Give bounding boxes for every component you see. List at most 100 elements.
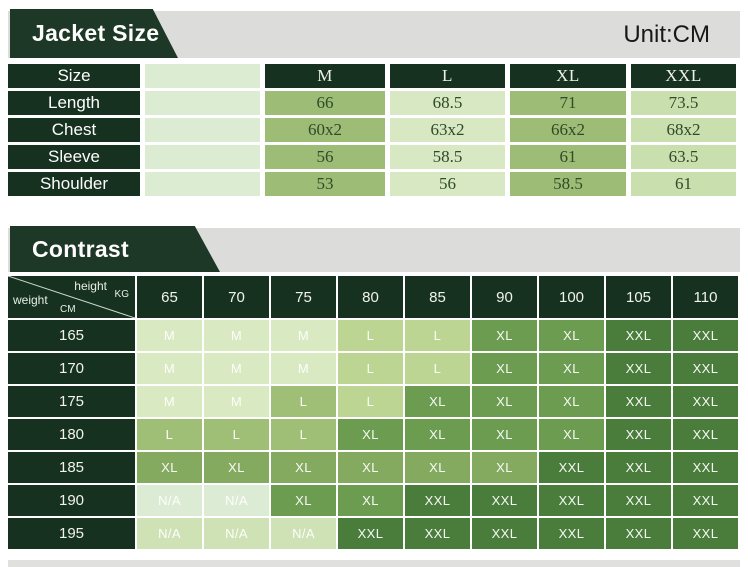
- size-value-cell: 53: [265, 172, 385, 196]
- size-value-cell: 63x2: [390, 118, 505, 142]
- matrix-cell: XL: [472, 353, 537, 384]
- size-value-cell: 56: [390, 172, 505, 196]
- matrix-cell: XL: [405, 419, 470, 450]
- matrix-cell: XL: [338, 485, 403, 516]
- height-row-label: 165: [8, 320, 135, 351]
- matrix-cell: XXL: [673, 518, 738, 549]
- bottom-strip: [8, 560, 740, 567]
- matrix-cell: XXL: [606, 452, 671, 483]
- height-row-label: 175: [8, 386, 135, 417]
- size-value-cell: 60x2: [265, 118, 385, 142]
- matrix-cell: XXL: [472, 485, 537, 516]
- weight-header-cell: 65: [137, 276, 202, 318]
- matrix-cell: N/A: [137, 485, 202, 516]
- size-empty-cell: [145, 91, 260, 115]
- matrix-cell: XXL: [606, 518, 671, 549]
- matrix-cell: XL: [472, 452, 537, 483]
- matrix-cell: XXL: [405, 485, 470, 516]
- matrix-cell: N/A: [204, 485, 269, 516]
- size-col-header-m: M: [265, 64, 385, 88]
- matrix-cell: XL: [137, 452, 202, 483]
- matrix-cell: M: [271, 320, 336, 351]
- matrix-cell: XXL: [338, 518, 403, 549]
- matrix-cell: XXL: [539, 518, 604, 549]
- matrix-cell: XXL: [606, 485, 671, 516]
- matrix-cell: M: [271, 353, 336, 384]
- size-value-cell: 66: [265, 91, 385, 115]
- weight-header-cell: 85: [405, 276, 470, 318]
- matrix-cell: XL: [405, 452, 470, 483]
- matrix-cell: XL: [405, 386, 470, 417]
- matrix-cell: L: [405, 320, 470, 351]
- matrix-cell: L: [338, 320, 403, 351]
- weight-unit-label: CM: [60, 304, 76, 315]
- height-axis-label: height: [74, 279, 107, 293]
- size-value-cell: 68x2: [631, 118, 736, 142]
- height-row-label: 185: [8, 452, 135, 483]
- matrix-cell: XXL: [539, 485, 604, 516]
- matrix-cell: XL: [338, 452, 403, 483]
- matrix-cell: L: [271, 419, 336, 450]
- matrix-cell: M: [204, 353, 269, 384]
- matrix-cell: XXL: [472, 518, 537, 549]
- size-value-cell: 66x2: [510, 118, 626, 142]
- matrix-cell: N/A: [204, 518, 269, 549]
- size-row-label: Shoulder: [8, 172, 140, 196]
- size-value-cell: 58.5: [510, 172, 626, 196]
- matrix-cell: XL: [338, 419, 403, 450]
- size-value-cell: 73.5: [631, 91, 736, 115]
- matrix-cell: M: [204, 386, 269, 417]
- matrix-cell: XXL: [539, 452, 604, 483]
- size-value-cell: 56: [265, 145, 385, 169]
- matrix-cell: XL: [472, 320, 537, 351]
- size-table: Size M L XL XXL Length 66 68.5 71 73.5 Chest 60x2 63…: [8, 64, 736, 196]
- matrix-cell: XXL: [673, 353, 738, 384]
- size-value-cell: 61: [510, 145, 626, 169]
- size-row-label: Length: [8, 91, 140, 115]
- size-col-header-xl: XL: [510, 64, 626, 88]
- matrix-cell: M: [204, 320, 269, 351]
- size-empty-cell: [145, 64, 260, 88]
- unit-label: Unit:CM: [623, 20, 710, 48]
- size-empty-cell: [145, 145, 260, 169]
- matrix-cell: N/A: [271, 518, 336, 549]
- size-row-label: Chest: [8, 118, 140, 142]
- height-row-label: 170: [8, 353, 135, 384]
- size-value-cell: 63.5: [631, 145, 736, 169]
- contrast-title: Contrast: [32, 235, 129, 262]
- matrix-cell: XXL: [673, 485, 738, 516]
- size-col-header-l: L: [390, 64, 505, 88]
- weight-header-cell: 75: [271, 276, 336, 318]
- matrix-cell: L: [271, 386, 336, 417]
- matrix-cell: L: [338, 386, 403, 417]
- size-empty-cell: [145, 118, 260, 142]
- matrix-cell: XL: [271, 452, 336, 483]
- matrix-cell: XL: [539, 320, 604, 351]
- contrast-banner: Contrast: [10, 226, 220, 272]
- jacket-size-title: Jacket Size: [32, 20, 160, 46]
- height-row-label: 180: [8, 419, 135, 450]
- size-value-cell: 71: [510, 91, 626, 115]
- matrix-cell: XL: [539, 386, 604, 417]
- matrix-cell: L: [405, 353, 470, 384]
- size-corner-cell: Size: [8, 64, 140, 88]
- matrix-cell: XXL: [673, 386, 738, 417]
- weight-header-cell: 80: [338, 276, 403, 318]
- matrix-cell: XXL: [673, 320, 738, 351]
- matrix-cell: XXL: [606, 419, 671, 450]
- matrix-cell: XL: [204, 452, 269, 483]
- weight-header-cell: 110: [673, 276, 738, 318]
- matrix-cell: XXL: [673, 452, 738, 483]
- jacket-size-banner: Jacket Size: [10, 9, 178, 58]
- matrix-cell: L: [137, 419, 202, 450]
- size-row-label: Sleeve: [8, 145, 140, 169]
- size-empty-cell: [145, 172, 260, 196]
- size-value-cell: 58.5: [390, 145, 505, 169]
- matrix-cell: XXL: [606, 386, 671, 417]
- diagonal-line: [8, 276, 135, 318]
- weight-header-cell: 100: [539, 276, 604, 318]
- matrix-cell: XL: [271, 485, 336, 516]
- matrix-cell: XL: [539, 353, 604, 384]
- matrix-cell: M: [137, 353, 202, 384]
